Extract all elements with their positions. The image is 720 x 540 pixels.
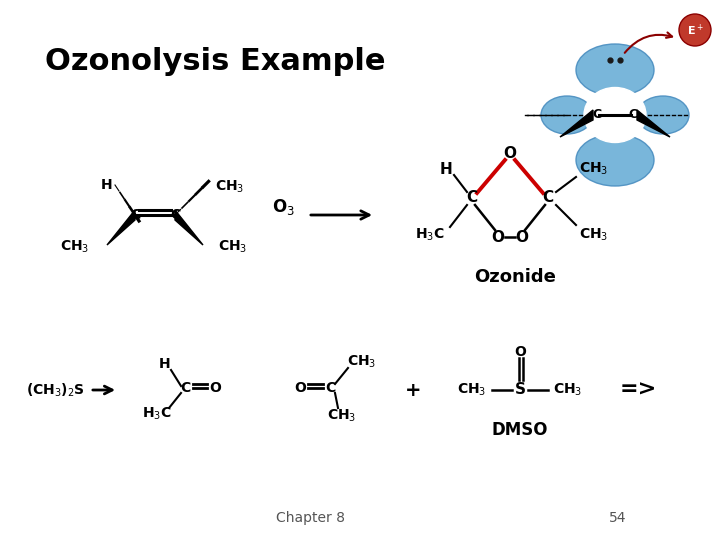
Text: O: O: [503, 145, 516, 160]
Text: CH$_3$: CH$_3$: [457, 382, 487, 398]
Polygon shape: [107, 210, 135, 245]
Text: CH$_3$: CH$_3$: [218, 239, 247, 255]
Circle shape: [679, 14, 711, 46]
Polygon shape: [560, 110, 593, 137]
Text: DMSO: DMSO: [492, 421, 548, 439]
Text: S: S: [515, 382, 526, 397]
Text: C: C: [170, 208, 180, 222]
Text: O: O: [514, 345, 526, 359]
Text: Ozonolysis Example: Ozonolysis Example: [45, 48, 385, 77]
Text: +: +: [405, 381, 421, 400]
Text: 54: 54: [609, 511, 626, 525]
Text: O: O: [492, 230, 505, 245]
Text: H: H: [159, 357, 171, 371]
Text: CH$_3$: CH$_3$: [60, 239, 89, 255]
Text: CH$_3$: CH$_3$: [347, 354, 377, 370]
Text: C: C: [593, 109, 602, 122]
Text: CH$_3$: CH$_3$: [580, 227, 608, 243]
Text: O: O: [294, 381, 306, 395]
Text: O$_3$: O$_3$: [271, 197, 294, 217]
Text: Chapter 8: Chapter 8: [276, 511, 344, 525]
Text: O: O: [516, 230, 528, 245]
Text: H$_3$C: H$_3$C: [142, 406, 172, 422]
Text: H: H: [440, 161, 452, 177]
Text: C: C: [467, 190, 477, 205]
Text: C: C: [325, 381, 335, 395]
Text: H: H: [100, 178, 112, 192]
Ellipse shape: [584, 87, 646, 143]
Text: H$_3$C: H$_3$C: [415, 227, 445, 243]
Ellipse shape: [576, 44, 654, 96]
Ellipse shape: [637, 96, 689, 134]
Ellipse shape: [541, 96, 593, 134]
Text: C: C: [542, 190, 554, 205]
Text: CH$_3$: CH$_3$: [215, 179, 244, 195]
Text: (CH$_3$)$_2$S: (CH$_3$)$_2$S: [25, 381, 84, 399]
Text: CH$_3$: CH$_3$: [328, 408, 356, 424]
Text: E$^+$: E$^+$: [687, 22, 703, 38]
Text: O: O: [209, 381, 221, 395]
Text: C: C: [180, 381, 190, 395]
Text: =>: =>: [619, 380, 657, 400]
Polygon shape: [637, 110, 670, 137]
Text: CH$_3$: CH$_3$: [580, 161, 608, 177]
Text: C: C: [629, 109, 638, 122]
Text: C: C: [130, 208, 140, 222]
Text: Ozonide: Ozonide: [474, 268, 556, 286]
Polygon shape: [175, 210, 203, 245]
Text: CH$_3$: CH$_3$: [554, 382, 582, 398]
Ellipse shape: [576, 134, 654, 186]
